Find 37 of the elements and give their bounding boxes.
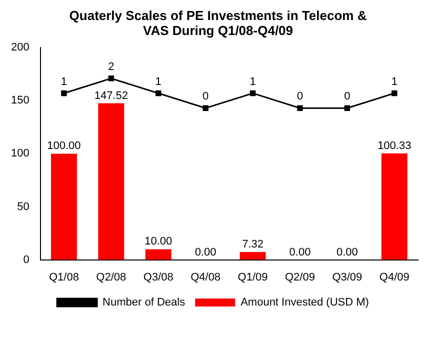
x-tick-label: Q1/09 xyxy=(238,271,268,284)
data-label: 147.52 xyxy=(94,90,128,102)
y-tick-label: 50 xyxy=(17,200,30,213)
data-label: 100.33 xyxy=(378,140,412,152)
data-label: 100.00 xyxy=(47,140,81,152)
bar xyxy=(240,252,266,260)
x-tick-label: Q3/08 xyxy=(143,271,174,284)
data-label: 0 xyxy=(202,90,209,103)
data-label: 0.00 xyxy=(289,246,311,258)
y-tick-label: 100 xyxy=(10,148,30,160)
y-tick-label: 200 xyxy=(10,42,30,54)
data-label: 1 xyxy=(250,76,256,88)
data-label: 1 xyxy=(391,76,398,88)
data-label: 2 xyxy=(108,60,114,73)
data-label: 0 xyxy=(344,90,350,103)
chart-title: Quaterly Scales of PE Investments in Telecom & VAS During Q1/08-Q4/09 xyxy=(68,8,368,38)
legend-label: Amount Invested (USD M) xyxy=(240,296,369,309)
bar xyxy=(50,154,77,260)
bar xyxy=(145,249,172,260)
bar xyxy=(98,103,124,260)
data-label: 1 xyxy=(155,76,162,88)
data-label: 0 xyxy=(296,90,304,103)
data-label: 1 xyxy=(60,76,68,88)
x-tick-label: Q1/08 xyxy=(48,271,79,284)
bar xyxy=(381,153,408,260)
x-tick-label: Q2/08 xyxy=(96,271,126,284)
legend-label: Number of Deals xyxy=(102,296,186,309)
y-tick-label: 150 xyxy=(10,94,30,107)
data-label: 10.00 xyxy=(144,236,172,248)
x-tick-label: Q4/09 xyxy=(379,271,410,284)
data-label: 0.00 xyxy=(336,246,358,258)
y-tick-label: 0 xyxy=(23,254,30,266)
data-label: 7.32 xyxy=(242,238,264,251)
x-tick-label: Q4/08 xyxy=(190,271,221,284)
x-tick-label: Q3/09 xyxy=(332,271,362,284)
data-label: 0.00 xyxy=(194,246,216,258)
x-tick-label: Q2/09 xyxy=(285,271,315,284)
